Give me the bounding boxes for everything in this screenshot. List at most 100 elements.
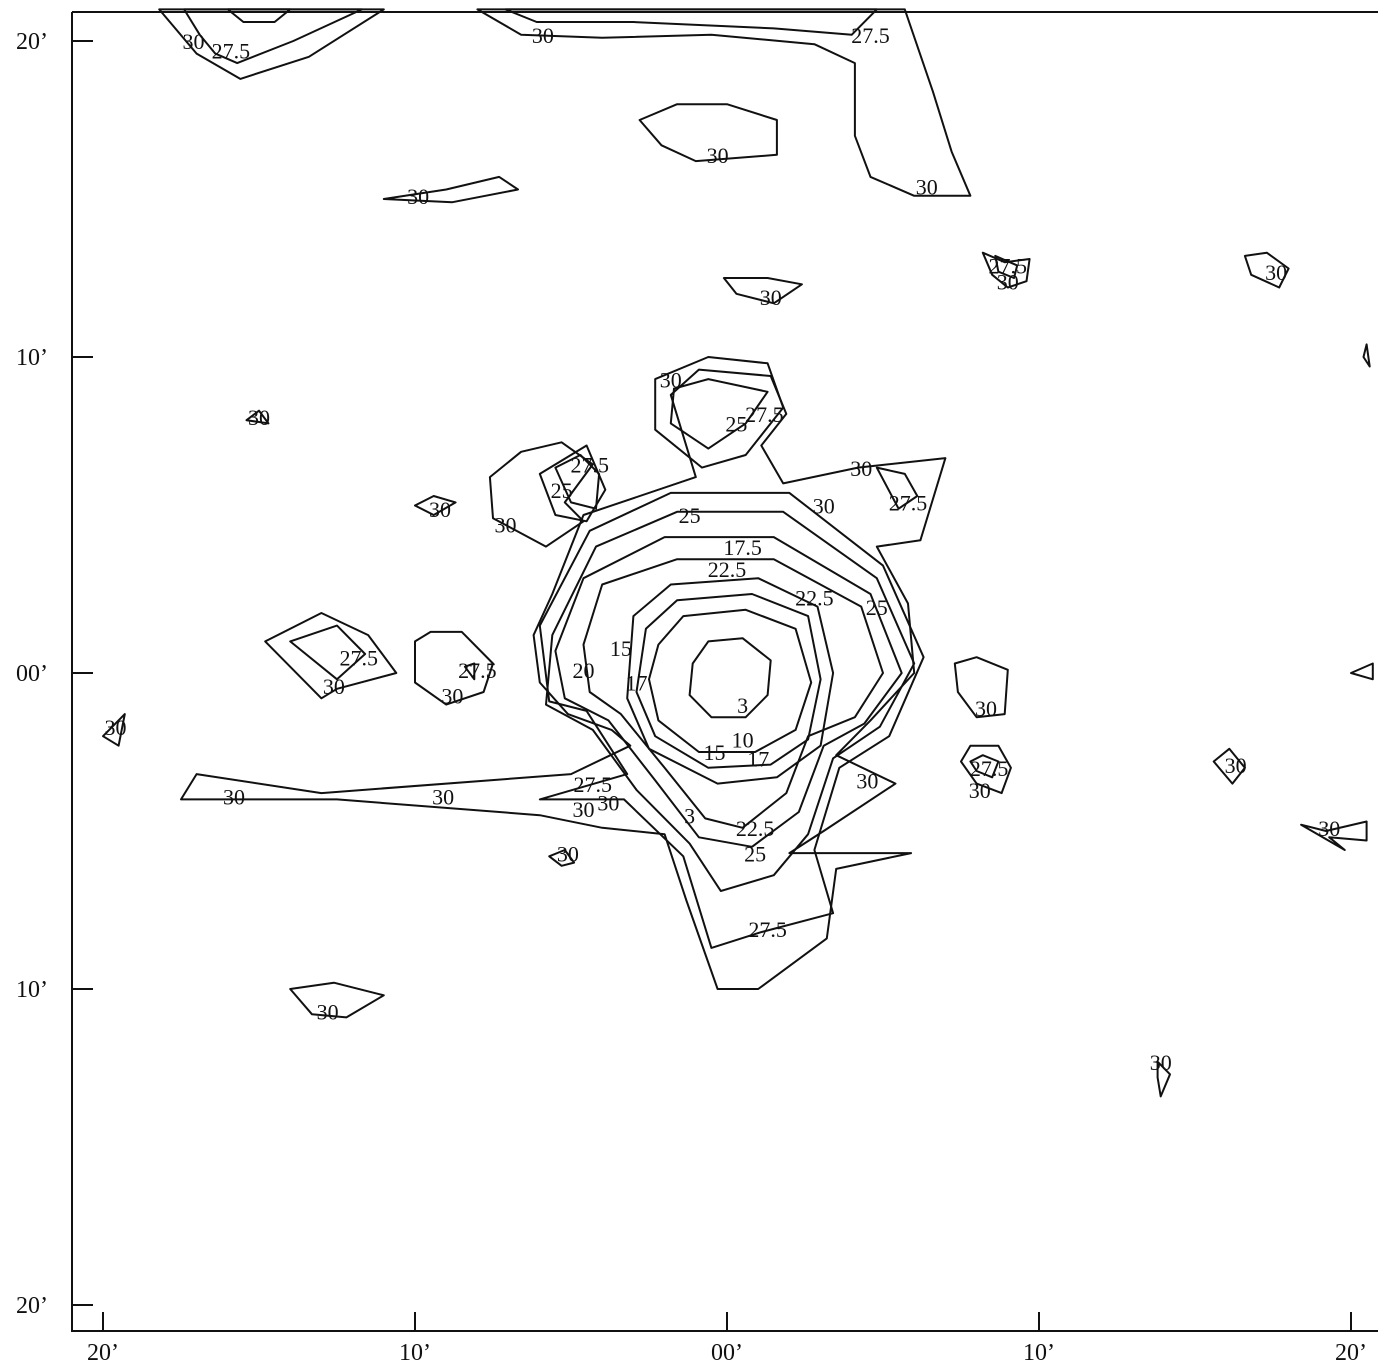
contour-27-5-12	[538, 444, 607, 523]
contour-label: 30	[248, 405, 270, 430]
contour-25-9	[669, 378, 769, 450]
contour-label: 15	[610, 636, 632, 661]
contour-30-31	[1212, 747, 1246, 785]
contour-label: 3	[737, 693, 748, 718]
contour-label: 27.5	[340, 645, 379, 670]
contour-label: 30	[660, 367, 682, 392]
contour-27-5-42	[504, 8, 878, 36]
contour-label: 30	[429, 497, 451, 522]
contour-27-5-26	[994, 254, 1019, 279]
contour-30-27	[1243, 251, 1290, 289]
y-axis-ticks: 20’ 10’ 00’ 10’ 20’	[16, 29, 93, 1319]
contour-label: 20	[573, 658, 595, 683]
contour-label: 27.5	[745, 402, 784, 427]
contour-label: 30	[573, 797, 595, 822]
contour-30-22	[382, 175, 519, 204]
y-tick-label: 10’	[16, 977, 48, 1003]
contour-label: 30	[223, 784, 245, 809]
contour-label: 30	[850, 456, 872, 481]
contour-label: 30	[597, 791, 619, 816]
contour-30-24	[722, 277, 803, 305]
contour-label: 25	[866, 595, 888, 620]
contour-label: 27.5	[570, 453, 609, 478]
x-tick-label: 00’	[711, 1340, 743, 1366]
contour-label: 30	[532, 23, 554, 48]
contour-30-16	[264, 612, 398, 700]
contour-15-2	[635, 593, 822, 769]
contour-30-29	[960, 744, 1012, 795]
x-tick-label: 10’	[1023, 1340, 1055, 1366]
contour-label: 30	[707, 143, 729, 168]
contour-label: 17	[747, 747, 769, 772]
x-tick-label: 20’	[1335, 1340, 1367, 1366]
contour-30-15	[102, 713, 126, 747]
contour-25-6	[545, 510, 916, 892]
contour-label: 30	[975, 696, 997, 721]
contour-label: 30	[183, 29, 205, 54]
contour-label: 30	[557, 841, 579, 866]
contour-label: 30	[105, 715, 127, 740]
contour-30-34	[548, 849, 576, 867]
contour-label: 3	[684, 803, 695, 828]
plot-frame	[71, 12, 1378, 1332]
contour-label: 27.5	[970, 756, 1009, 781]
contour-label: 30	[323, 674, 345, 699]
contour-label: 30	[432, 784, 454, 809]
contour-30-21	[245, 409, 270, 425]
contour-30-40	[226, 8, 292, 23]
x-axis-ticks: 20’ 10’ 00’ 10’ 20’	[87, 1312, 1367, 1366]
contour-label: 10	[732, 728, 754, 753]
contour-label: 17	[626, 671, 648, 696]
contour-label: 30	[441, 683, 463, 708]
contour-20-4	[582, 558, 884, 829]
contour-label: 30	[1318, 816, 1340, 841]
contour-label: 30	[407, 184, 429, 209]
contour-27-5-7	[538, 491, 925, 949]
contour-30-36	[1350, 662, 1374, 681]
y-tick-label: 00’	[16, 661, 48, 687]
contour-label: 25	[744, 841, 766, 866]
contour-label: 30	[1150, 1050, 1172, 1075]
contour-27-5-19	[463, 662, 476, 681]
contour-30-28	[953, 656, 1009, 719]
x-tick-label: 20’	[87, 1340, 119, 1366]
contour-label: 30	[916, 175, 938, 200]
contour-27-5-10	[654, 356, 785, 469]
contour-30-20	[414, 495, 457, 516]
x-tick-label: 10’	[399, 1340, 431, 1366]
contour-30-32	[1156, 1060, 1171, 1098]
contour-label: 15	[704, 740, 726, 765]
contour-3-0	[688, 637, 772, 719]
contour-label: 25	[725, 412, 747, 437]
contour-label: 27.5	[458, 658, 497, 683]
contour-30-37	[1362, 343, 1371, 368]
contour-30-39	[158, 8, 385, 80]
contour-label: 22.5	[795, 585, 834, 610]
contour-30-18	[414, 630, 494, 706]
contour-label: 30	[495, 513, 517, 538]
contour-30-25	[981, 251, 1031, 289]
contour-label: 27.5	[574, 772, 613, 797]
contour-label: 30	[1265, 260, 1287, 285]
contour-label: 22.5	[708, 557, 747, 582]
contour-label: 30	[856, 769, 878, 794]
contour-30-35	[1300, 820, 1368, 851]
contour-30-41	[476, 8, 972, 197]
contour-30-33	[289, 981, 385, 1019]
contour-label: 25	[679, 503, 701, 528]
y-tick-label: 20’	[16, 1293, 48, 1319]
contour-27-5-17	[289, 624, 367, 681]
contour-27-5-30	[969, 754, 1000, 779]
y-tick-label: 10’	[16, 345, 48, 371]
contour-label: 25	[551, 478, 573, 503]
contour-label: 27.5	[748, 917, 787, 942]
contour-label: 17.5	[723, 535, 762, 560]
contour-label: 30	[317, 999, 339, 1024]
contour-30-8	[180, 368, 947, 990]
contour-label: 30	[760, 285, 782, 310]
axes	[71, 11, 1378, 1332]
contour-label: 27.5	[851, 23, 890, 48]
contour-label: 27.5	[212, 39, 251, 64]
